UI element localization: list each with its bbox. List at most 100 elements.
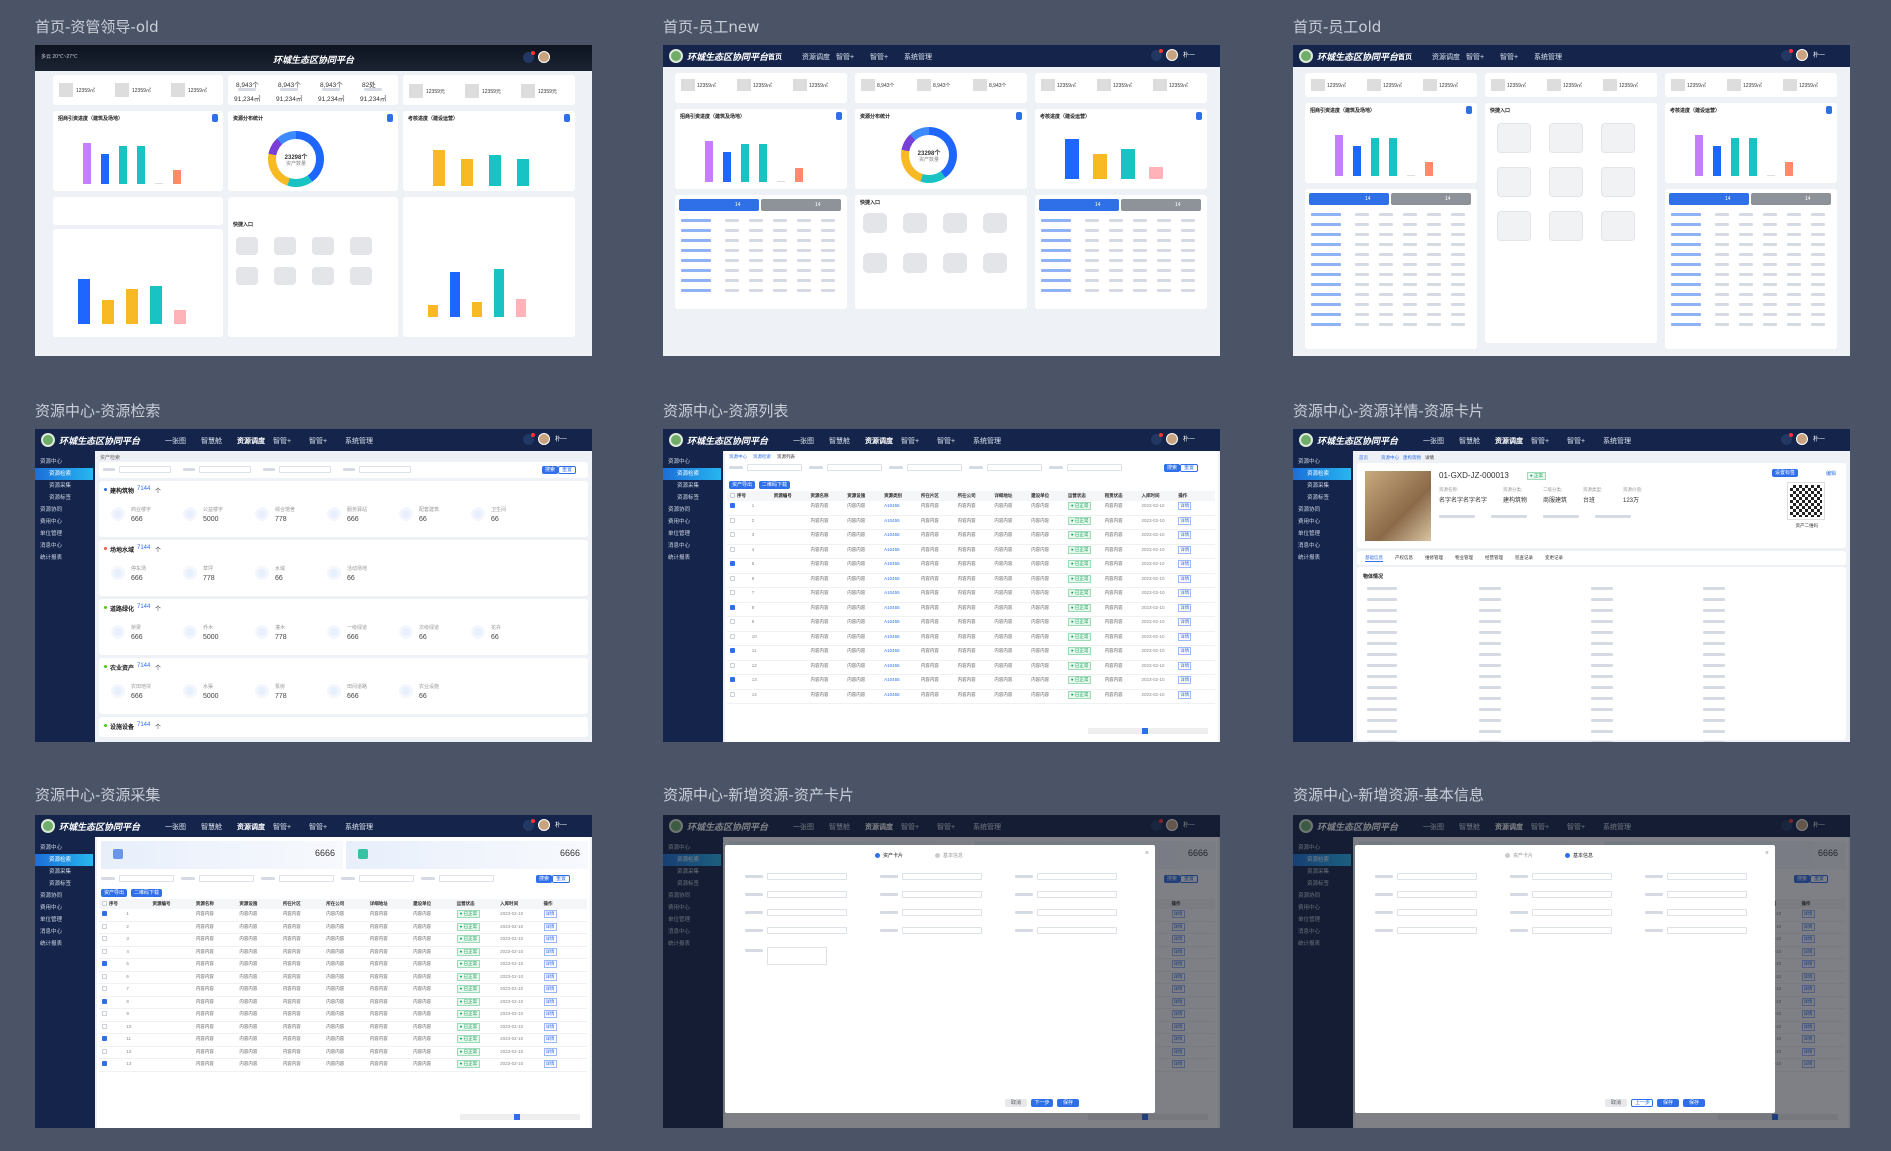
row-link[interactable]: [1671, 323, 1701, 326]
resource-code[interactable]: A10455: [884, 604, 900, 610]
detail-button[interactable]: 详情: [1178, 647, 1192, 655]
row-link[interactable]: [1311, 273, 1341, 276]
row-link[interactable]: [1311, 313, 1341, 316]
sidebar-item[interactable]: 资源协同: [40, 507, 63, 513]
row-link[interactable]: [1671, 273, 1701, 276]
row-link[interactable]: [1671, 223, 1701, 226]
detail-button[interactable]: 详情: [1178, 516, 1192, 525]
nav-item[interactable]: 智管+: [937, 438, 956, 445]
nav-item[interactable]: 资源调度: [237, 824, 265, 831]
resource-type-tile[interactable]: 公益楼宇 5000: [181, 501, 247, 531]
resource-code[interactable]: A10455: [884, 619, 900, 624]
resource-type-tile[interactable]: 配套建筑 66: [397, 501, 463, 531]
quick-entry-button[interactable]: [1601, 123, 1635, 153]
user-avatar[interactable]: [1796, 433, 1808, 445]
tab-pending[interactable]: [679, 199, 759, 211]
resource-type-tile[interactable]: 水域 66: [253, 560, 319, 590]
resource-type-tile[interactable]: 水渠 5000: [181, 678, 247, 708]
row-checkbox[interactable]: [730, 503, 735, 508]
sidebar-item[interactable]: 资源检索: [663, 468, 721, 480]
row-checkbox[interactable]: [102, 911, 107, 916]
qr-download-button[interactable]: 二维码下载: [131, 889, 163, 897]
nav-item[interactable]: 智管+: [273, 824, 292, 831]
row-checkbox[interactable]: [730, 532, 735, 537]
column-header[interactable]: 资源编号: [773, 493, 792, 498]
notification-bell-icon[interactable]: [1781, 433, 1793, 445]
nav-item[interactable]: 智慧舱: [829, 438, 850, 445]
textarea-input[interactable]: [767, 947, 827, 965]
user-avatar[interactable]: [1796, 49, 1808, 61]
row-link[interactable]: [681, 259, 711, 262]
nav-item[interactable]: 资源调度: [237, 438, 265, 445]
column-header[interactable]: 资源设施: [847, 493, 866, 498]
row-link[interactable]: [681, 239, 711, 242]
row-link[interactable]: [1671, 303, 1701, 306]
sidebar-item[interactable]: 消息中心: [1298, 543, 1321, 549]
detail-tab[interactable]: 维修管理: [1425, 555, 1443, 560]
user-avatar[interactable]: [538, 433, 550, 445]
detail-tab[interactable]: 物业管理: [1455, 555, 1473, 560]
row-checkbox[interactable]: [730, 677, 735, 682]
sidebar-item[interactable]: 资源协同: [668, 507, 691, 513]
detail-button[interactable]: 详情: [1178, 545, 1192, 554]
quick-entry-button[interactable]: [1549, 167, 1583, 197]
resource-type-tile[interactable]: 桥梁 666: [109, 619, 175, 649]
nav-item[interactable]: 智管+: [1567, 438, 1586, 445]
form-input[interactable]: [902, 909, 982, 916]
reset-button[interactable]: 重置: [557, 466, 576, 474]
sidebar-item[interactable]: 单位管理: [40, 917, 63, 923]
notification-bell-icon[interactable]: [523, 433, 535, 445]
edit-link[interactable]: 编辑: [1825, 471, 1836, 477]
column-header[interactable]: 所在片区: [282, 901, 301, 906]
row-checkbox[interactable]: [730, 546, 735, 552]
row-link[interactable]: [1311, 243, 1341, 246]
column-header[interactable]: 运营状态: [456, 901, 475, 906]
resource-type-tile[interactable]: 次级绿道 66: [397, 619, 463, 649]
nav-item[interactable]: 资源调度: [1432, 54, 1460, 61]
sidebar-item[interactable]: 费用中心: [40, 905, 63, 911]
row-checkbox[interactable]: [102, 1036, 107, 1041]
breadcrumb-item[interactable]: 详情: [1425, 455, 1434, 460]
resource-type-tile[interactable]: 草坪 778: [181, 560, 247, 590]
quick-entry-button[interactable]: [943, 213, 967, 233]
sidebar-item[interactable]: 统计报表: [668, 555, 691, 561]
quick-entry-button[interactable]: [236, 267, 258, 285]
search-button[interactable]: 搜索: [541, 466, 558, 474]
row-link[interactable]: [1041, 219, 1071, 222]
nav-item[interactable]: 系统管理: [345, 824, 373, 831]
row-checkbox[interactable]: [102, 961, 107, 966]
nav-item[interactable]: 智慧舱: [201, 438, 222, 445]
nav-item[interactable]: 首页: [1398, 54, 1412, 61]
quick-entry-button[interactable]: [274, 267, 296, 285]
sidebar-item[interactable]: 资源中心: [1298, 459, 1321, 465]
sidebar-item[interactable]: 资源协同: [1298, 507, 1321, 513]
form-input[interactable]: [1667, 891, 1747, 898]
filter-select[interactable]: [119, 875, 174, 882]
column-header[interactable]: 所在公司: [326, 901, 345, 906]
resource-type-tile[interactable]: 商业楼宇 666: [109, 501, 175, 531]
chart-toggle-button[interactable]: [387, 114, 393, 122]
nav-item[interactable]: 一张图: [165, 438, 186, 445]
chart-toggle-button[interactable]: [1466, 106, 1472, 114]
row-link[interactable]: [1041, 279, 1071, 282]
row-link[interactable]: [681, 229, 711, 232]
form-input[interactable]: [767, 909, 847, 916]
column-header[interactable]: 入库时间: [500, 901, 519, 906]
sidebar-item[interactable]: 单位管理: [668, 531, 691, 537]
filter-select[interactable]: [199, 875, 254, 882]
artboard-detail[interactable]: 环城生态区协同平台 一张图 智慧舱 资源调度 智管+ 智管+ 系统管理 朴一 资源中心 资源检索资…: [1293, 429, 1850, 742]
modal-close-icon[interactable]: ×: [1144, 850, 1149, 857]
row-link[interactable]: [1671, 233, 1701, 236]
export-button[interactable]: 资产导出: [729, 481, 756, 489]
row-checkbox[interactable]: [730, 517, 735, 523]
resource-code[interactable]: A10455: [884, 633, 900, 639]
chart-toggle-button[interactable]: [564, 114, 570, 122]
row-checkbox[interactable]: [102, 936, 107, 941]
resource-code[interactable]: A10455: [884, 561, 900, 566]
nav-item[interactable]: 资源调度: [1495, 438, 1523, 445]
resource-code[interactable]: A10455: [884, 691, 900, 697]
nav-item[interactable]: 一张图: [793, 438, 814, 445]
sidebar-item[interactable]: 资源采集: [677, 483, 700, 489]
form-input[interactable]: [1397, 909, 1477, 916]
nav-item[interactable]: 首页: [768, 54, 782, 61]
